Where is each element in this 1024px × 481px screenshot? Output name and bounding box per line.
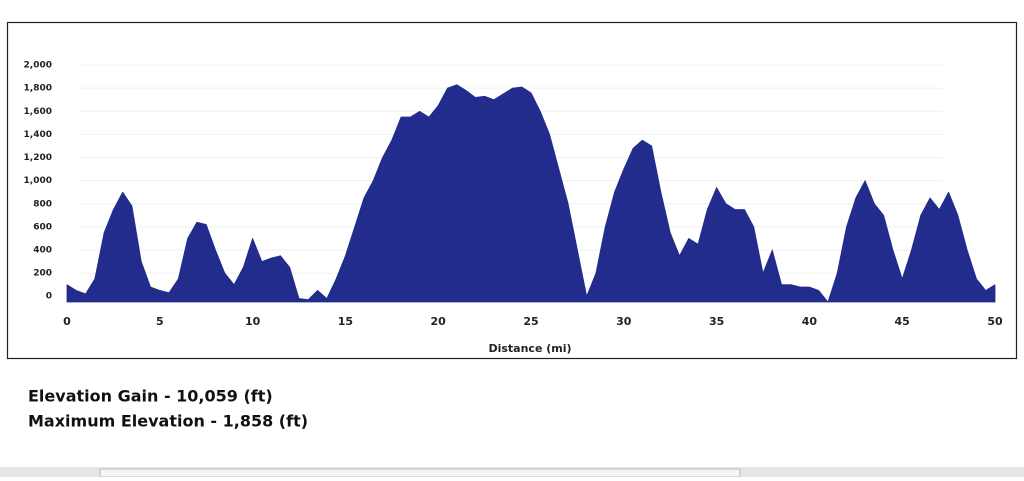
y-tick-label: 1,200 [24,153,52,163]
x-tick-label: 20 [431,315,447,328]
annotation: Elevation Gain - 10,059 (ft) [28,387,273,406]
y-tick-label: 0 [46,292,52,302]
x-tick-label: 5 [156,315,164,328]
x-tick-label: 40 [802,315,818,328]
x-tick-label: 10 [245,315,261,328]
x-tick-label: 45 [895,315,910,328]
y-tick-label: 2,000 [24,61,52,71]
x-axis-label: Distance (mi) [488,342,571,355]
y-tick-label: 600 [33,222,52,232]
y-tick-label: 1,000 [24,176,52,186]
browser-field [99,468,741,478]
y-tick-label: 1,600 [24,107,52,117]
x-tick-label: 15 [338,315,353,328]
y-tick-label: 1,400 [24,130,52,140]
x-tick-label: 25 [523,315,538,328]
y-tick-label: 800 [33,199,52,209]
elevation-area [66,84,996,303]
y-tick-label: 400 [33,245,52,255]
annotation: Maximum Elevation - 1,858 (ft) [28,412,308,431]
x-tick-label: 0 [63,315,71,328]
x-tick-label: 50 [987,315,1003,328]
x-tick-label: 30 [616,315,632,328]
y-tick-label: 1,800 [24,84,52,94]
x-tick-label: 35 [709,315,724,328]
y-tick-label: 200 [33,269,52,279]
